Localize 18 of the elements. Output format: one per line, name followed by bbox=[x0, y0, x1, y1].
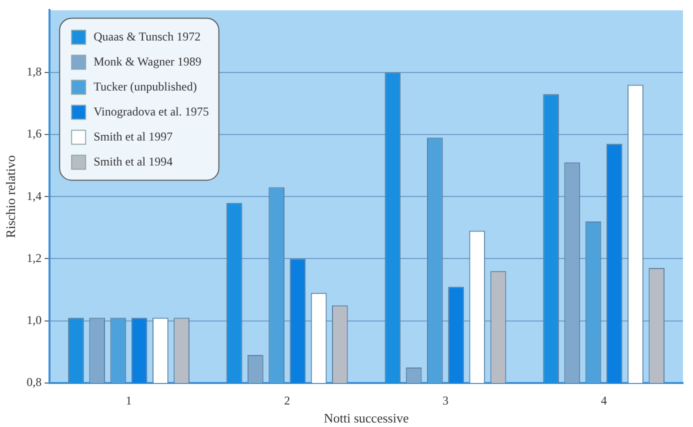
legend-label: Quaas & Tunsch 1972 bbox=[94, 29, 201, 44]
legend-label: Smith et al 1994 bbox=[94, 154, 173, 168]
x-axis-title: Notti successive bbox=[324, 410, 409, 426]
legend-label: Vinogradova et al. 1975 bbox=[94, 104, 209, 118]
x-tick-label: 3 bbox=[442, 393, 448, 408]
y-tick-label: 1,0 bbox=[26, 313, 42, 328]
legend-label: Smith et al 1997 bbox=[94, 129, 173, 144]
legend-label: Tucker (unpublished) bbox=[94, 79, 197, 94]
x-tick-label: 1 bbox=[126, 393, 132, 408]
y-tick-label: 1,2 bbox=[26, 250, 42, 265]
y-axis-title: Rischio relativo bbox=[3, 155, 18, 238]
y-tick-label: 1,6 bbox=[26, 126, 42, 141]
y-tick-label: 1,8 bbox=[26, 64, 42, 78]
y-tick-label: 1,4 bbox=[26, 188, 42, 203]
x-tick-label: 4 bbox=[600, 393, 607, 408]
y-tick-label: 0,8 bbox=[26, 375, 42, 390]
x-tick-label: 2 bbox=[284, 393, 290, 408]
legend-label: Monk & Wagner 1989 bbox=[94, 54, 202, 68]
